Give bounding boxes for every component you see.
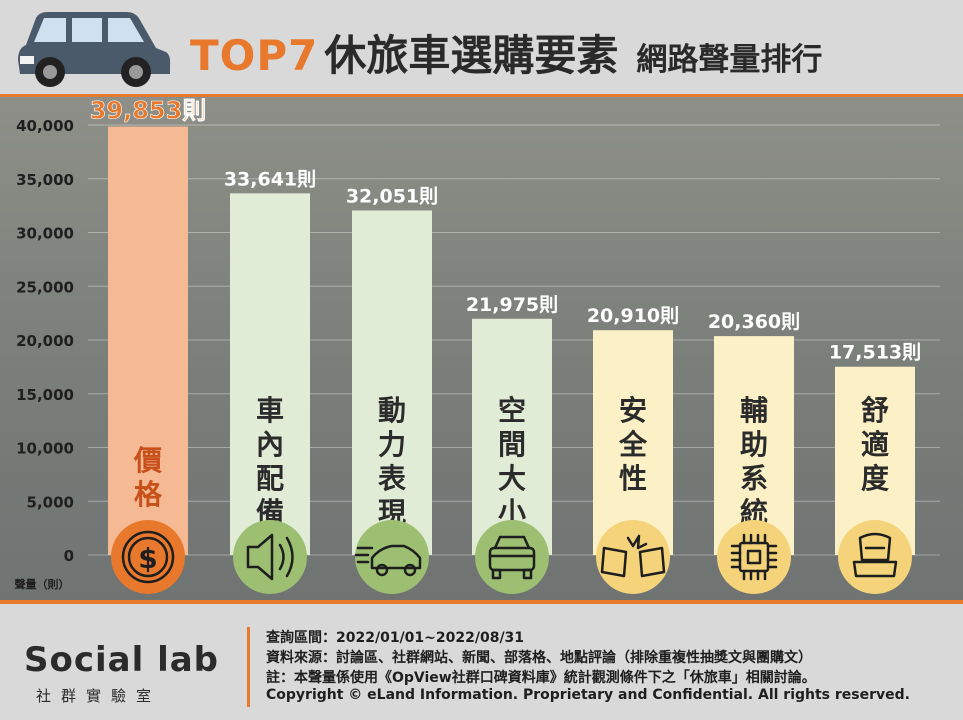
speaker-icon <box>233 520 307 594</box>
data-label: 32,051則 <box>346 185 438 207</box>
title-highlight: TOP7 <box>190 31 319 80</box>
y-axis-title: 聲量（則） <box>15 577 70 591</box>
category-label: 車內配備 <box>256 394 284 529</box>
data-label: 20,360則 <box>708 311 800 333</box>
data-label: 20,910則 <box>587 305 679 327</box>
data-label: 33,641則 <box>224 168 316 190</box>
copyright: Copyright © eLand Information. Proprieta… <box>266 687 910 703</box>
crash-icon <box>596 520 670 594</box>
bar <box>230 193 310 555</box>
y-tick-label: 0 <box>64 547 74 565</box>
logo: Social lab <box>24 640 220 680</box>
logo-subtitle: 社群實驗室 <box>36 687 162 705</box>
category-label: 輔助系統 <box>740 394 768 529</box>
data-label: 39,853則 <box>90 97 207 125</box>
query-period: 查詢區間：2022/01/01~2022/08/31 <box>266 630 525 646</box>
chart-title: TOP7 休旅車選購要素 網路聲量排行 <box>190 22 822 82</box>
bar <box>593 330 673 555</box>
data-source: 資料來源：討論區、社群網站、新聞、部落格、地點評論（排除重複性抽獎文與團購文） <box>266 650 812 666</box>
header: TOP7 休旅車選購要素 網路聲量排行 <box>0 0 963 96</box>
y-tick-label: 5,000 <box>27 493 74 511</box>
y-tick-label: 40,000 <box>16 117 74 135</box>
bar <box>352 210 432 555</box>
title-main: 休旅車選購要素 <box>324 31 619 80</box>
data-label: 21,975則 <box>466 294 558 316</box>
category-label: 舒適度 <box>861 394 889 495</box>
y-tick-label: 10,000 <box>16 440 74 458</box>
data-label: 17,513則 <box>829 342 921 364</box>
footer-divider-line <box>0 600 963 604</box>
footer <box>0 610 963 720</box>
y-tick-label: 15,000 <box>16 386 74 404</box>
bar-chart: 0 5,000 10,000 15,000 20,000 25,000 30,000 35,0… <box>15 96 940 594</box>
title-subtitle: 網路聲量排行 <box>636 42 823 78</box>
bar <box>472 318 552 555</box>
category-label: 動力表現 <box>378 394 406 529</box>
dollar-sign: $ <box>138 542 157 575</box>
category-label: 價格 <box>133 444 163 511</box>
y-tick-label: 25,000 <box>16 278 74 296</box>
chip-icon <box>717 520 791 594</box>
bar <box>714 336 794 555</box>
bar <box>108 126 188 555</box>
y-tick-label: 30,000 <box>16 225 74 243</box>
header-divider <box>0 94 963 97</box>
suv-illustration <box>18 12 171 87</box>
y-tick-label: 20,000 <box>16 332 74 350</box>
y-tick-label: 35,000 <box>16 171 74 189</box>
footnote: 註：本聲量係使用《OpView社群口碑資料庫》統計觀測條件下之「休旅車」相關討論… <box>266 670 816 686</box>
seat-icon <box>838 520 912 594</box>
footer-vertical-divider <box>247 627 250 707</box>
category-label: 安全性 <box>618 394 648 495</box>
category-label: 空間大小 <box>498 394 526 529</box>
